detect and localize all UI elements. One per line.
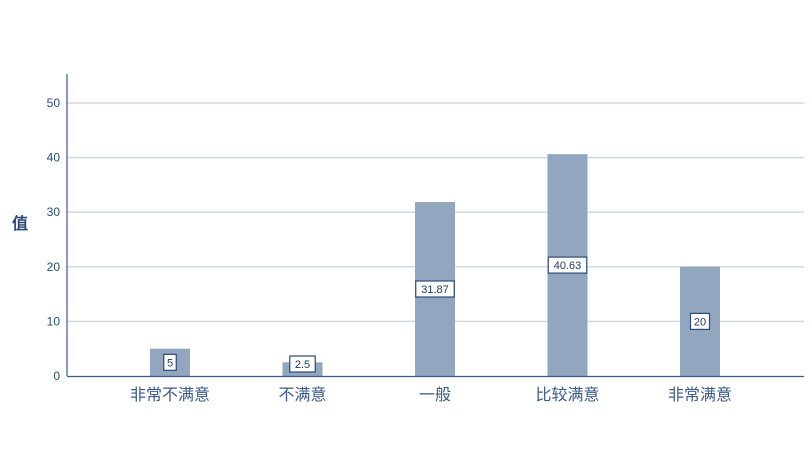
data-label-box: [415, 280, 455, 298]
data-label-box: [289, 355, 316, 373]
x-tick-label: 非常不满意: [130, 385, 210, 404]
data-label-box: [689, 312, 711, 330]
data-label-box: [163, 353, 177, 371]
data-label: 40.63: [554, 260, 582, 272]
data-label: 5: [167, 357, 173, 369]
data-label: 31.87: [421, 284, 449, 296]
y-tick-label: 10: [47, 314, 61, 328]
y-tick-label: 30: [47, 205, 61, 219]
y-axis-label: 值: [12, 214, 28, 233]
x-tick-label: 不满意: [278, 385, 326, 404]
x-tick-label: 比较满意: [535, 385, 599, 404]
y-tick-label: 50: [47, 96, 61, 110]
y-tick-label: 40: [47, 151, 61, 165]
y-tick-label: 0: [53, 369, 60, 383]
data-label: 2.5: [295, 359, 310, 371]
x-tick-label: 非常满意: [668, 385, 732, 404]
x-tick-label: 一般: [419, 385, 451, 404]
y-tick-label: 20: [47, 260, 61, 274]
data-label-box: [547, 256, 588, 274]
data-label: 20: [694, 316, 706, 328]
